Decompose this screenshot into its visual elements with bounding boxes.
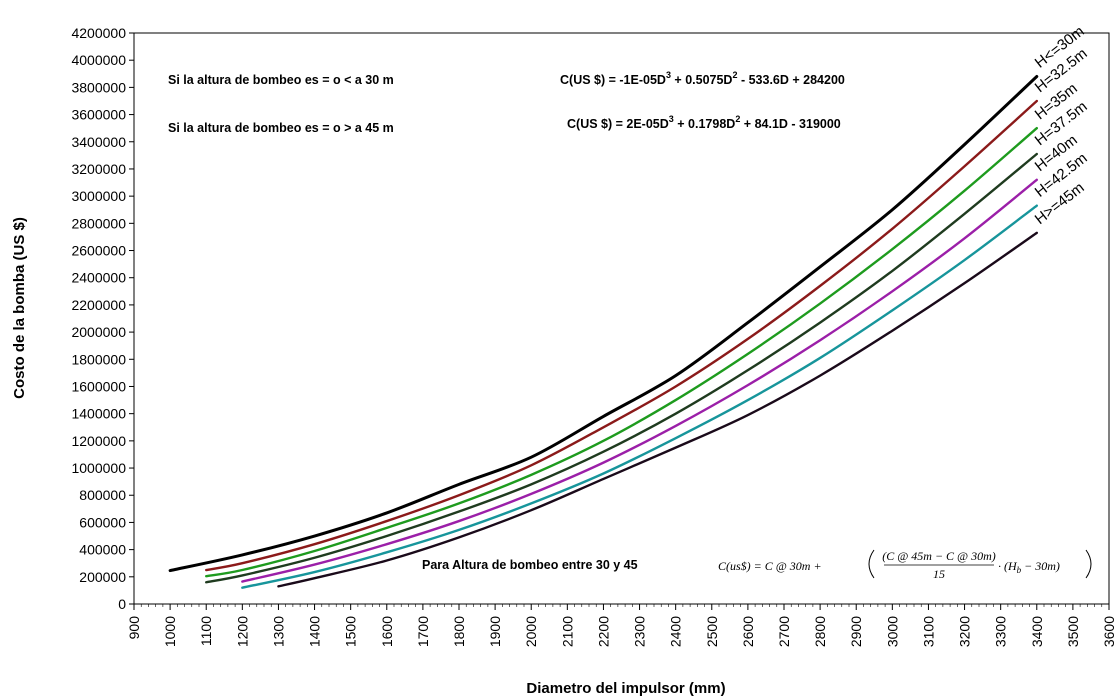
x-tick-label: 1800: [451, 616, 467, 647]
y-tick-label: 2200000: [71, 297, 126, 313]
x-axis-ticks: 900 1000 1100 1200 1300 1400 1500 1600 1700 1800 1…: [126, 604, 1117, 647]
annotation-note-1: Si la altura de bombeo es = o < a 30 m: [168, 73, 394, 87]
annotation-equation-1: C(US $) = -1E-05D3 + 0.5075D2 - 533.6D +…: [560, 70, 845, 87]
formula-tail: · (Hb − 30m): [998, 559, 1060, 575]
y-tick-label: 2400000: [71, 270, 126, 286]
curve-labels: H<=30mH=32.5mH=35mH=37.5mH=40mH=42.5mH>=…: [1032, 23, 1091, 228]
annotation-equation-2: C(US $) = 2E-05D3 + 0.1798D2 + 84.1D - 3…: [567, 114, 841, 131]
plot-area-border: [133, 32, 1110, 605]
y-tick-label: 3800000: [71, 79, 126, 95]
series-line-2: [205, 126, 1038, 578]
x-tick-label: 2600: [740, 616, 756, 647]
formula-open-paren: [868, 549, 875, 579]
y-tick-label: 1400000: [71, 406, 126, 422]
x-tick-label: 1300: [270, 616, 286, 647]
annotation-note-3: Para Altura de bombeo entre 30 y 45: [422, 558, 638, 572]
x-tick-label: 2000: [523, 616, 539, 647]
x-tick-label: 2800: [812, 616, 828, 647]
x-tick-label: 2900: [848, 616, 864, 647]
series-line-4: [241, 178, 1038, 583]
y-tick-label: 2000000: [71, 324, 126, 340]
y-tick-label: 1600000: [71, 378, 126, 394]
x-tick-label: 1500: [343, 616, 359, 647]
y-tick-label: 4200000: [71, 25, 126, 41]
x-tick-label: 3100: [920, 616, 936, 647]
y-tick-label: 2800000: [71, 215, 126, 231]
y-tick-label: 200000: [79, 569, 126, 585]
y-tick-label: 800000: [79, 487, 126, 503]
x-tick-label: 1600: [379, 616, 395, 647]
x-tick-label: 3500: [1065, 616, 1081, 647]
x-tick-label: 2400: [668, 616, 684, 647]
formula-denominator: 15: [933, 567, 945, 581]
series-line-0: [168, 75, 1039, 573]
formula-lhs: C(us$) = C @ 30m +: [718, 559, 822, 573]
x-tick-label: 3400: [1029, 616, 1045, 647]
y-tick-label: 1200000: [71, 433, 126, 449]
y-tick-label: 3000000: [71, 188, 126, 204]
x-tick-label: 1700: [415, 616, 431, 647]
x-tick-label: 1900: [487, 616, 503, 647]
annotation-note-2: Si la altura de bombeo es = o > a 45 m: [168, 121, 394, 135]
x-tick-label: 2500: [704, 616, 720, 647]
y-axis-title: Costo de la bomba (US $): [11, 217, 28, 399]
y-tick-label: 3200000: [71, 161, 126, 177]
y-tick-label: 600000: [79, 514, 126, 530]
x-tick-label: 3300: [993, 616, 1009, 647]
y-axis-ticks: 0 200000 400000 600000 800000 1000000 1200000 1…: [71, 25, 134, 612]
y-tick-label: 2600000: [71, 243, 126, 259]
y-tick-label: 3600000: [71, 107, 126, 123]
x-tick-label: 1400: [307, 616, 323, 647]
series-line-6: [277, 231, 1038, 588]
x-tick-label: 1100: [198, 616, 214, 646]
x-tick-label: 2300: [632, 616, 648, 647]
y-tick-label: 4000000: [71, 52, 126, 68]
y-tick-label: 400000: [79, 542, 126, 558]
x-tick-label: 900: [126, 616, 142, 640]
y-tick-label: 1000000: [71, 460, 126, 476]
x-tick-label: 2100: [559, 616, 575, 647]
formula-numerator: (C @ 45m − C @ 30m): [882, 549, 996, 563]
y-tick-label: 1800000: [71, 351, 126, 367]
series-line-5: [241, 204, 1038, 589]
x-tick-label: 3000: [884, 616, 900, 647]
series-line-3: [205, 152, 1038, 584]
y-tick-label: 0: [118, 596, 126, 612]
curves: [168, 75, 1039, 589]
x-tick-label: 2700: [776, 616, 792, 647]
x-tick-label: 1200: [234, 616, 250, 647]
interpolation-formula: C(us$) = C @ 30m + (C @ 45m − C @ 30m) 1…: [718, 549, 1092, 581]
formula-close-paren: [1085, 549, 1092, 579]
x-tick-label: 3600: [1101, 616, 1117, 647]
series-line-1: [205, 99, 1038, 572]
x-tick-label: 1000: [162, 616, 178, 647]
y-tick-label: 3400000: [71, 134, 126, 150]
plot-frame: [133, 32, 1110, 605]
x-tick-label: 2200: [595, 616, 611, 647]
x-axis-title: Diametro del impulsor (mm): [526, 680, 725, 697]
x-tick-label: 3200: [957, 616, 973, 647]
